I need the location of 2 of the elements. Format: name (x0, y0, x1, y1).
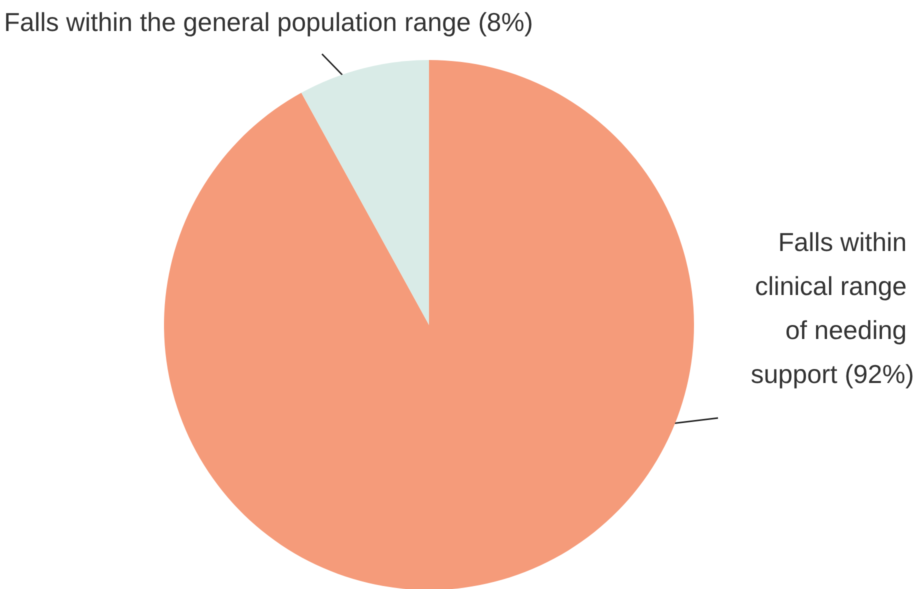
slice-label: Falls within the general population range (8%) (4, 7, 533, 37)
slice-label: Falls within clinical range of needing support (92%) (750, 227, 914, 389)
